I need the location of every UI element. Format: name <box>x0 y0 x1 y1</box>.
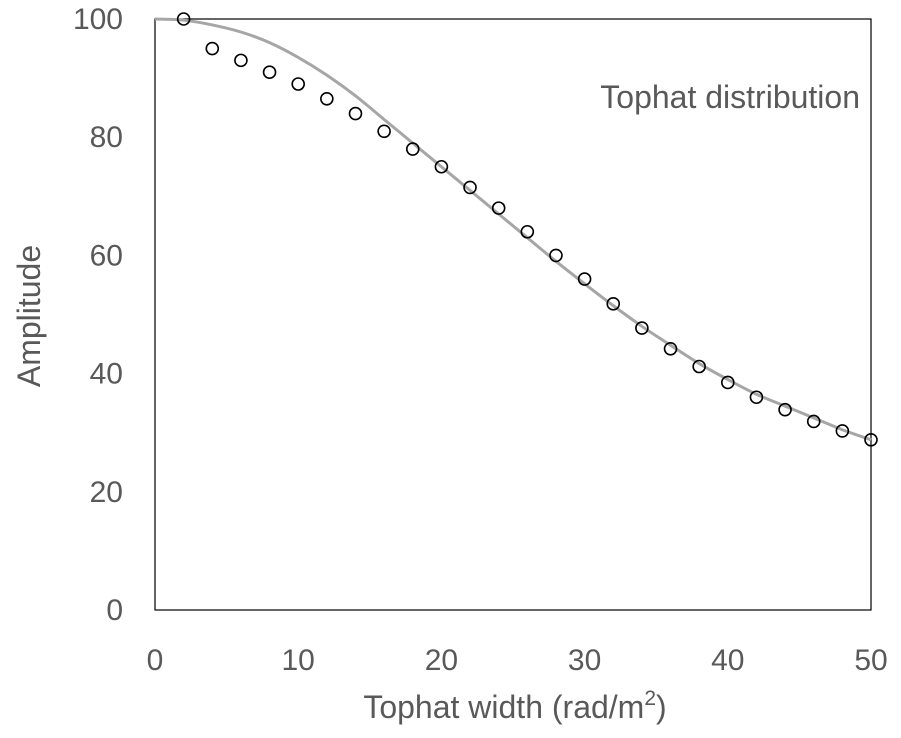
data-point-marker <box>692 359 706 374</box>
data-point-marker <box>176 12 191 26</box>
data-point-marker <box>663 341 678 356</box>
data-point-marker <box>320 91 334 106</box>
data-point-marker <box>377 124 391 139</box>
data-point-marker <box>291 77 306 91</box>
data-point-marker <box>234 53 248 68</box>
data-point-marker <box>835 424 850 438</box>
y-tick-label: 20 <box>90 476 123 509</box>
data-point-marker <box>262 65 277 79</box>
data-point-marker <box>348 106 363 121</box>
y-tick-label: 100 <box>73 3 123 36</box>
data-point-marker <box>606 297 621 311</box>
x-axis-title: Tophat width (rad/m2) <box>363 687 666 725</box>
y-axis-title: Amplitude <box>11 245 47 387</box>
data-point-marker <box>864 432 878 447</box>
y-axis-ticks: 0 20 40 60 80 100 <box>73 3 123 627</box>
x-tick-label: 10 <box>282 644 315 677</box>
plot-frame <box>154 18 872 611</box>
marker-layer <box>176 12 878 447</box>
data-point-marker <box>549 248 563 263</box>
annotation-label: Tophat distribution <box>600 79 860 115</box>
x-axis-title-main: Tophat width (rad/m <box>363 689 644 725</box>
fit-line <box>154 17 872 442</box>
x-axis-title-suffix: ) <box>656 689 667 725</box>
x-axis-ticks: 0 10 20 30 40 50 <box>147 644 888 677</box>
fit-line-layer <box>154 17 872 442</box>
x-tick-label: 50 <box>854 644 887 677</box>
data-point-marker <box>778 402 792 417</box>
x-tick-label: 20 <box>425 644 458 677</box>
y-tick-label: 0 <box>106 594 123 627</box>
data-point-marker <box>205 41 220 56</box>
data-point-marker <box>520 224 535 239</box>
x-tick-label: 30 <box>568 644 601 677</box>
data-point-marker <box>463 180 477 195</box>
data-point-marker <box>434 159 449 174</box>
data-point-marker <box>635 321 649 335</box>
x-axis-title-superscript: 2 <box>644 687 656 710</box>
x-tick-label: 40 <box>711 644 744 677</box>
y-tick-label: 60 <box>90 239 123 272</box>
data-point-marker <box>749 390 764 405</box>
plot-border <box>154 18 872 611</box>
data-point-marker <box>806 414 821 429</box>
data-point-marker <box>405 142 420 156</box>
data-point-marker <box>491 201 506 215</box>
data-point-marker <box>720 375 735 390</box>
data-point-marker <box>577 272 592 286</box>
y-tick-label: 80 <box>90 121 123 154</box>
x-tick-label: 0 <box>147 644 164 677</box>
y-tick-label: 40 <box>90 358 123 391</box>
